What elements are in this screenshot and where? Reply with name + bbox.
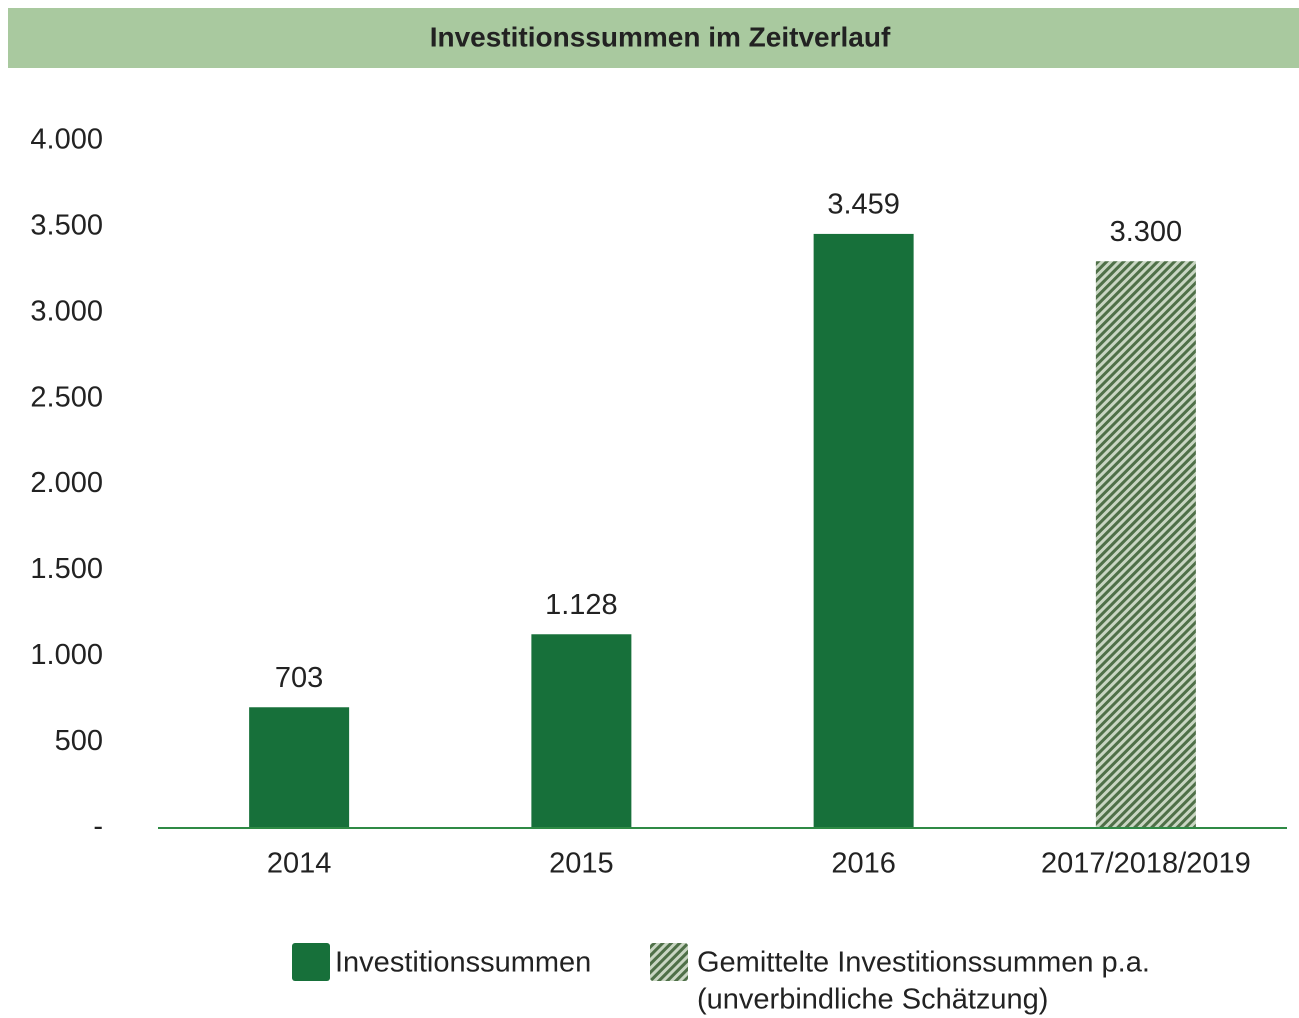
data-label: 3.300: [1110, 216, 1183, 248]
bar: [249, 707, 350, 828]
y-tick-label: 2.500: [30, 381, 103, 413]
data-label: 1.128: [545, 589, 618, 621]
y-tick-label: 3.500: [30, 210, 103, 242]
legend-swatch: [650, 943, 688, 981]
y-tick-label: 4.000: [30, 124, 103, 156]
x-tick-label: 2016: [831, 848, 896, 880]
x-tick-label: 2014: [267, 848, 332, 880]
bar: [1095, 261, 1196, 829]
y-tick-label: 500: [55, 725, 103, 757]
y-tick-label: 3.000: [30, 295, 103, 327]
title-bar: [8, 8, 1299, 68]
x-tick-label: 2015: [549, 848, 614, 880]
y-tick-label: 1.500: [30, 553, 103, 585]
legend-label: Investitionssummen: [335, 947, 591, 979]
y-tick-label: 2.000: [30, 467, 103, 499]
legend-label: (unverbindliche Schätzung): [697, 984, 1048, 1016]
chart-title: Investitionssummen im Zeitverlauf: [430, 21, 891, 52]
data-label: 3.459: [827, 189, 900, 221]
legend-label: Gemittelte Investitionssummen p.a.: [697, 947, 1150, 979]
legend-swatch: [292, 943, 330, 981]
bar: [813, 233, 914, 828]
y-tick-label: 1.000: [30, 639, 103, 671]
data-label: 703: [275, 662, 323, 694]
y-tick-label: -: [93, 811, 103, 843]
bar: [531, 634, 632, 828]
x-tick-label: 2017/2018/2019: [1041, 848, 1251, 880]
